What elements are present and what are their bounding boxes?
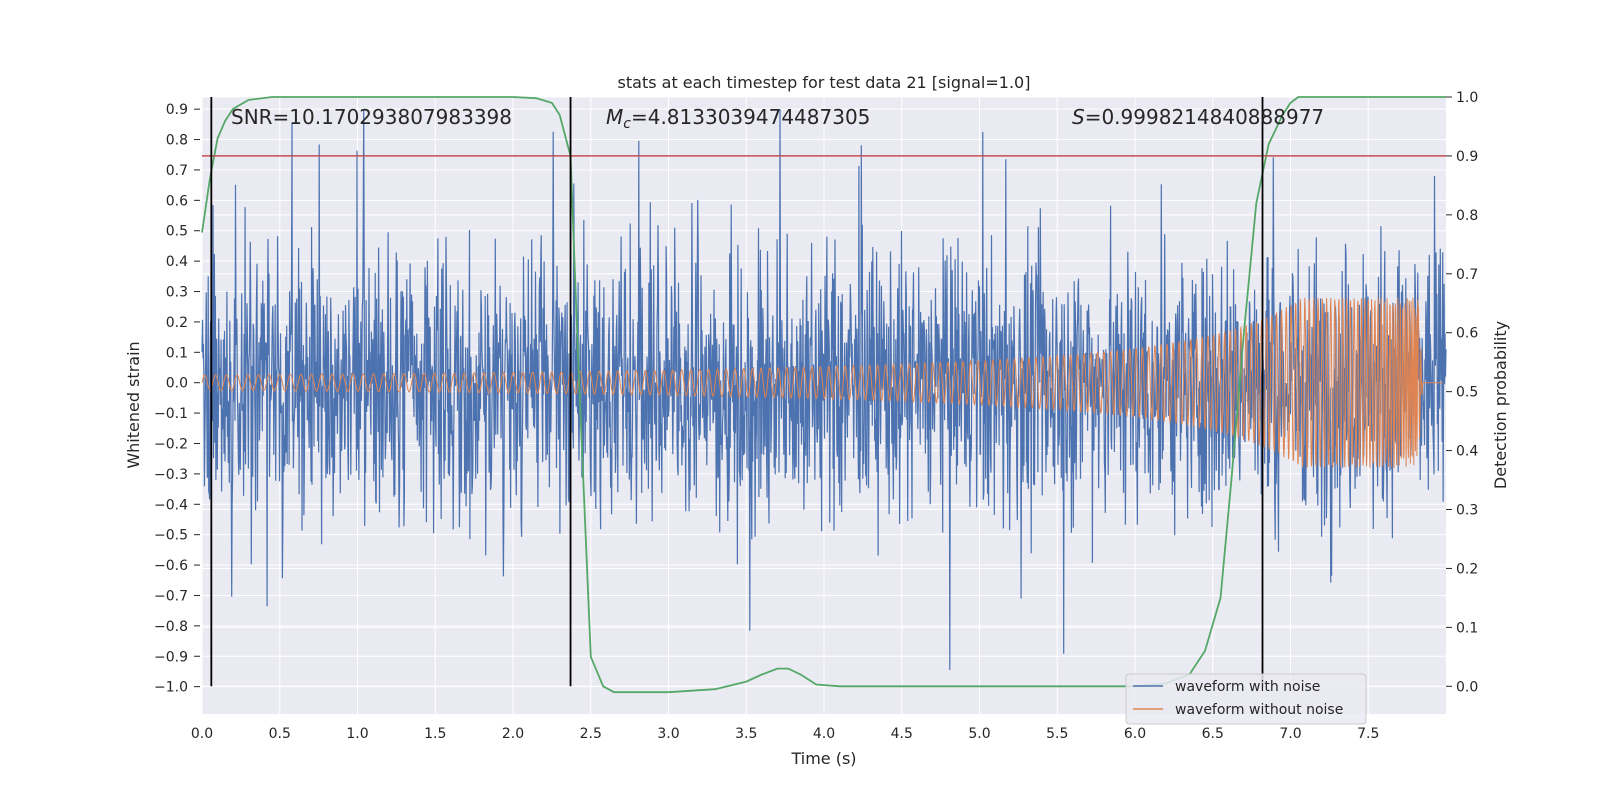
- y-tick-label: 0.1: [166, 345, 188, 361]
- y-tick-label: −0.8: [154, 619, 188, 635]
- y2-tick-label: 0.1: [1456, 620, 1478, 636]
- y-tick-label: −0.6: [154, 558, 188, 574]
- y2-tick-label: 0.9: [1456, 149, 1478, 165]
- y-tick-label: −1.0: [154, 680, 188, 696]
- y2-tick-label: 0.6: [1456, 326, 1478, 342]
- score-value: =0.9998214840888977: [1085, 105, 1324, 129]
- y-tick-label: 0.7: [166, 163, 188, 179]
- x-tick-label: 3.5: [735, 726, 757, 742]
- x-tick-label: 6.0: [1124, 726, 1146, 742]
- y-tick-label: −0.2: [154, 436, 188, 452]
- y-tick-label: 0.0: [166, 376, 188, 392]
- x-tick-label: 3.0: [657, 726, 679, 742]
- x-tick-label: 5.5: [1046, 726, 1068, 742]
- y-tick-label: −0.3: [154, 467, 188, 483]
- y2-tick-label: 0.4: [1456, 444, 1478, 460]
- y-tick-label: −0.4: [154, 497, 188, 513]
- legend-box: [1125, 673, 1367, 725]
- series-waveform-without-noise: [201, 297, 1443, 468]
- y2-tick-label: 0.7: [1456, 267, 1478, 283]
- y-tick-label: 0.2: [166, 315, 188, 331]
- y-tick-label: −0.5: [154, 528, 188, 544]
- y-tick-label: 0.8: [166, 133, 188, 149]
- y2-tick-label: 0.2: [1456, 561, 1478, 577]
- y2-tick-label: 0.5: [1456, 385, 1478, 401]
- chirp-mass-value: =4.8133039474487305: [631, 105, 870, 129]
- y2-tick-label: 1.0: [1456, 90, 1478, 106]
- score-symbol: S: [1072, 105, 1085, 129]
- y2-axis-label: Detection probability: [1491, 321, 1510, 489]
- x-tick-label: 5.0: [968, 726, 990, 742]
- x-tick-label: 6.5: [1202, 726, 1224, 742]
- legend: waveform with noise waveform without noi…: [1125, 673, 1367, 725]
- snr-annotation: SNR=10.170293807983398: [231, 105, 512, 129]
- y-tick-label: 0.3: [166, 285, 188, 301]
- y-tick-label: −0.9: [154, 649, 188, 665]
- y-axis-label: Whitened strain: [124, 341, 143, 468]
- tick-layer: 0.0 0.5 1.0 1.5 2.0 2.5 3.0 3.5 4.0 4.5 5.0 5.5 6.0 6…: [154, 90, 1478, 742]
- x-tick-label: 1.5: [424, 726, 446, 742]
- chirp-mass-annotation: Mc=4.8133039474487305: [606, 105, 870, 132]
- legend-label-noise: waveform with noise: [1175, 679, 1320, 695]
- y2-tick-label: 0.0: [1456, 679, 1478, 695]
- overlay-layer: [202, 97, 1446, 687]
- x-tick-label: 2.0: [502, 726, 524, 742]
- x-tick-label: 4.0: [813, 726, 835, 742]
- legend-label-chirp: waveform without noise: [1175, 702, 1343, 718]
- x-tick-label: 7.0: [1279, 726, 1301, 742]
- y-tick-label: 0.5: [166, 224, 188, 240]
- y-tick-label: 0.6: [166, 193, 188, 209]
- x-tick-label: 4.5: [891, 726, 913, 742]
- y-tick-label: 0.9: [166, 102, 188, 118]
- x-tick-label: 0.5: [269, 726, 291, 742]
- y2-tick-label: 0.8: [1456, 208, 1478, 224]
- x-axis-label: Time (s): [790, 749, 856, 768]
- x-tick-label: 1.0: [346, 726, 368, 742]
- series-detection-probability: [201, 96, 1446, 694]
- y-tick-label: −0.7: [154, 588, 188, 604]
- chirp-mass-subscript: c: [623, 116, 631, 132]
- y-tick-label: −0.1: [154, 406, 188, 422]
- y-tick-label: 0.4: [166, 254, 188, 270]
- x-tick-label: 2.5: [580, 726, 602, 742]
- x-tick-label: 7.5: [1357, 726, 1379, 742]
- score-annotation: S=0.9998214840888977: [1072, 105, 1324, 129]
- series-layer: [201, 96, 1447, 694]
- chirp-mass-symbol: M: [606, 105, 623, 129]
- y2-tick-label: 0.3: [1456, 503, 1478, 519]
- chart-title: stats at each timestep for test data 21 …: [618, 73, 1031, 92]
- x-tick-label: 0.0: [191, 726, 213, 742]
